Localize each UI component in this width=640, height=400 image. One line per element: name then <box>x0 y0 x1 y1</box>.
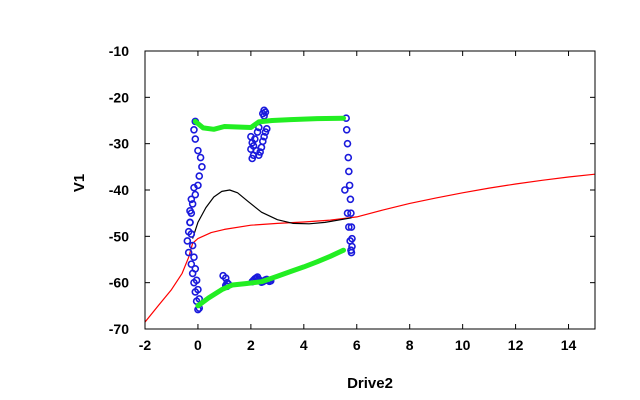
data-point <box>183 237 192 245</box>
data-point <box>187 260 196 268</box>
x-tick-label: 4 <box>300 337 308 353</box>
y-tick-label: -30 <box>109 136 129 152</box>
data-point <box>346 237 354 245</box>
y-tick-label: -40 <box>109 182 129 198</box>
data-point <box>260 132 268 141</box>
plot-area <box>145 51 595 329</box>
data-point <box>256 148 264 156</box>
green-segment-1 <box>195 247 346 309</box>
data-point <box>191 190 200 199</box>
data-point <box>343 209 352 217</box>
y-tick-label: -60 <box>109 275 129 291</box>
data-point <box>187 195 196 204</box>
x-tick-label: 8 <box>406 337 414 353</box>
data-point <box>191 288 200 296</box>
data-point <box>347 209 355 217</box>
data-point <box>262 125 271 133</box>
data-point <box>261 108 270 116</box>
data-point <box>345 223 353 231</box>
data-point <box>346 195 355 204</box>
axes-layer: -2 0 2 4 6 8 10 12 14-10-20-30-40-50-60-70 <box>109 43 595 353</box>
data-point <box>195 172 204 180</box>
data-point <box>347 223 356 231</box>
data-point <box>187 209 196 217</box>
x-tick-label: 2 <box>247 337 255 353</box>
data-point <box>251 135 259 143</box>
data-point <box>188 269 197 278</box>
data-point <box>194 181 202 190</box>
y-tick-label: -20 <box>109 89 129 105</box>
x-tick-label: 10 <box>455 337 471 353</box>
data-point <box>341 186 349 194</box>
data-point <box>190 278 198 287</box>
data-point <box>188 241 197 250</box>
green-segment-0 <box>192 115 346 132</box>
x-tick-label: 12 <box>508 337 524 353</box>
data-point <box>198 163 206 171</box>
data-point <box>253 128 262 136</box>
x-tick-label: 0 <box>194 337 202 353</box>
data-point <box>345 167 353 176</box>
data-point <box>191 135 200 143</box>
data-point <box>190 125 198 134</box>
data-point <box>196 153 205 162</box>
y-tick-label: -10 <box>109 43 129 59</box>
data-point <box>347 246 355 255</box>
x-axis-title: Drive2 <box>347 375 393 392</box>
data-point <box>258 137 267 146</box>
data-point <box>221 274 230 282</box>
x-tick-label: 14 <box>561 337 577 353</box>
data-point <box>186 218 194 227</box>
data-point <box>190 253 198 261</box>
data-point <box>344 153 353 162</box>
data-point <box>248 154 257 163</box>
data-point <box>345 181 354 190</box>
data-point <box>342 125 351 134</box>
marker-series <box>183 106 356 314</box>
series-layer <box>145 106 595 323</box>
data-point <box>343 139 352 148</box>
data-point <box>184 248 193 257</box>
data-point <box>194 146 202 155</box>
data-point <box>184 227 193 236</box>
y-tick-label: -70 <box>109 321 129 337</box>
x-tick-label: -2 <box>139 337 152 353</box>
y-axis-title: V1 <box>71 174 88 192</box>
series-line-1 <box>192 189 352 239</box>
x-tick-label: 6 <box>353 337 361 353</box>
y-tick-label: -50 <box>109 228 129 244</box>
series-line-0 <box>145 173 595 323</box>
data-point <box>188 200 197 208</box>
